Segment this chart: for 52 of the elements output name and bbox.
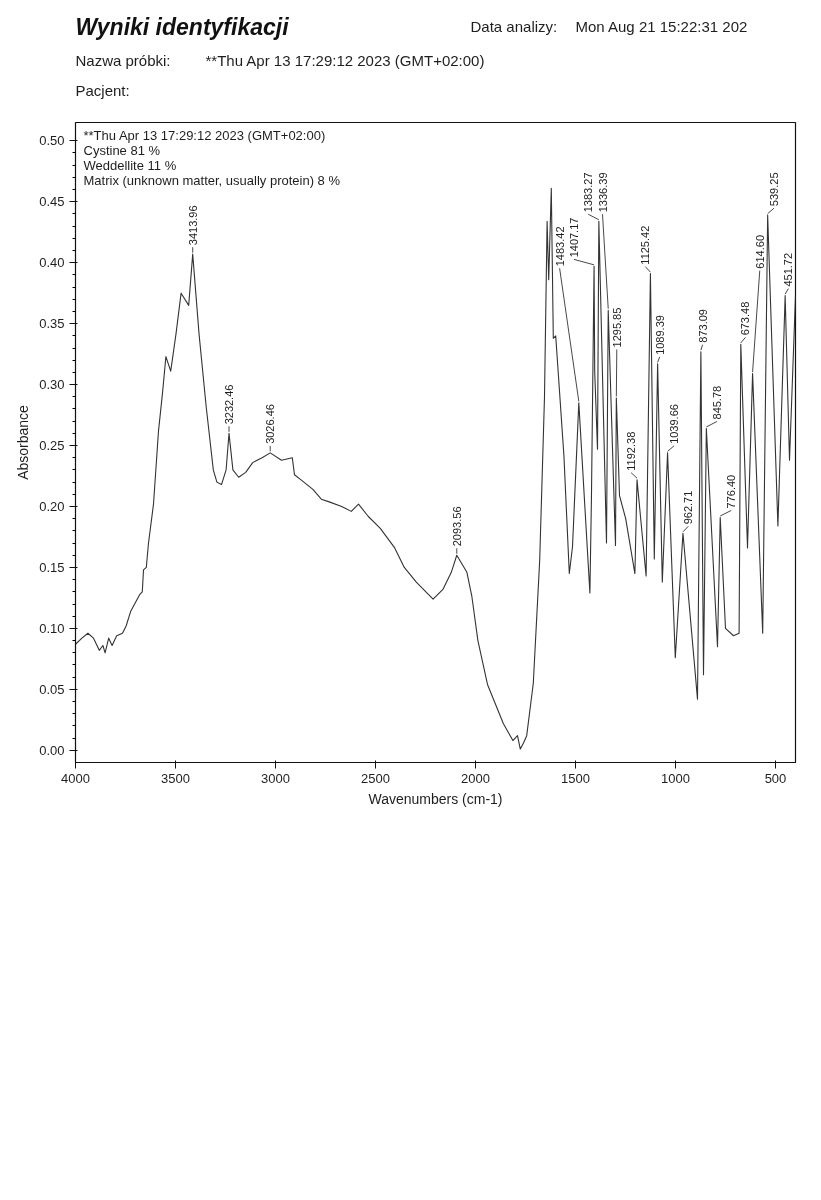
x-tick-label: 3000 [261, 770, 290, 786]
text: Nazwa próbki: [75, 52, 171, 69]
chart-title: Wyniki identyfikacji [75, 13, 290, 40]
y-tick-label: 0.20 [39, 499, 65, 514]
y-tick-label: 0.05 [39, 681, 65, 697]
y-tick-label: 0.50 [39, 133, 65, 149]
annotation: 962.71 [682, 490, 695, 525]
annotation: 776.40 [725, 474, 738, 509]
y-tick-label: 0.10 [39, 620, 65, 636]
y-tick-label: 0.15 [39, 559, 65, 575]
x-tick-label: 1000 [661, 770, 690, 786]
annotation: 673.48 [739, 301, 752, 336]
text: Data analizy: [470, 18, 558, 35]
annotation: 1192.38 [625, 431, 638, 471]
annotation: 1407.17 [567, 217, 580, 258]
annotation: 3232.46 [223, 384, 236, 425]
annotation: Weddellite 11 % [83, 157, 177, 173]
y-tick-label: 0.45 [39, 194, 65, 210]
y-tick-label: 0.40 [39, 255, 65, 271]
x-tick-label: 500 [764, 770, 787, 786]
annotation: 3413.96 [186, 205, 199, 246]
annotation: **Thu Apr 13 17:29:12 2023 (GMT+02:00) [83, 127, 326, 143]
text: Pacjent: [75, 82, 130, 99]
x-axis-title: Wavenumbers (cm-1) [368, 790, 503, 807]
annotation: 614.60 [753, 234, 766, 269]
annotation: Matrix (unknown matter, usually protein) 8 % [83, 172, 341, 188]
annotation: 3026.46 [264, 404, 277, 444]
annotation: 1125.42 [639, 225, 652, 265]
y-tick-label: 0.25 [39, 438, 65, 454]
text: Mon Aug 21 15:22:31 202 [575, 18, 748, 35]
annotation: 539.25 [768, 172, 781, 207]
y-axis-title: Absorbance [15, 404, 32, 480]
annotation: 1089.39 [653, 315, 666, 355]
y-tick-label: 0.00 [39, 742, 65, 758]
y-tick-label: 0.35 [39, 316, 65, 332]
x-tick-label: 2500 [361, 770, 390, 786]
annotation: 1039.66 [667, 404, 680, 444]
annotation: 845.78 [710, 385, 723, 420]
annotation: 2093.56 [450, 506, 463, 547]
annotation: 1383.27 [582, 172, 595, 213]
annotation: 1483.42 [553, 226, 566, 267]
annotation: 1336.39 [596, 172, 609, 213]
x-tick-label: 4000 [61, 770, 90, 786]
annotation: Cystine 81 % [83, 142, 161, 158]
annotation: 451.72 [782, 252, 795, 287]
text: **Thu Apr 13 17:29:12 2023 (GMT+02:00) [205, 52, 485, 69]
annotation: 1295.85 [610, 307, 623, 348]
annotation: 873.09 [696, 309, 709, 343]
x-tick-label: 3500 [161, 770, 190, 786]
x-tick-label: 1500 [561, 770, 590, 786]
x-tick-label: 2000 [461, 770, 490, 786]
y-tick-label: 0.30 [39, 377, 65, 393]
